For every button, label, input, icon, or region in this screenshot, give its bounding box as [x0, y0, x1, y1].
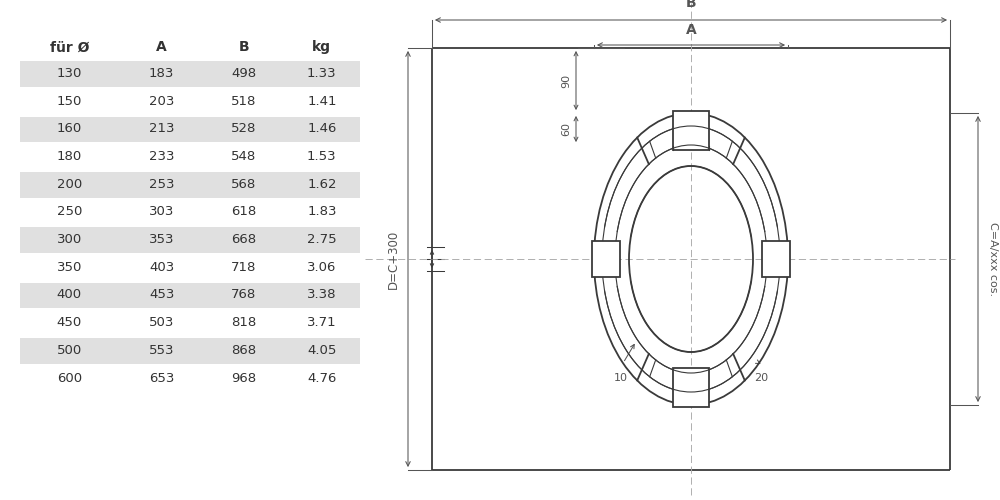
Text: 213: 213: [149, 122, 174, 136]
Bar: [673, 111, 709, 150]
Text: 403: 403: [149, 261, 174, 274]
Text: A: A: [156, 40, 167, 54]
Text: 183: 183: [149, 67, 174, 80]
Text: 450: 450: [57, 316, 82, 329]
Text: 718: 718: [231, 261, 256, 274]
Text: 1.41: 1.41: [307, 94, 337, 108]
Bar: [20, 62, 364, 87]
Text: 503: 503: [149, 316, 174, 329]
Bar: [20, 283, 364, 308]
Bar: [673, 368, 709, 407]
Bar: [20, 172, 364, 198]
Text: 1.46: 1.46: [307, 122, 337, 136]
Text: 968: 968: [231, 372, 256, 384]
Text: 768: 768: [231, 288, 256, 302]
Text: 668: 668: [231, 233, 256, 246]
Text: B: B: [686, 0, 696, 10]
Text: C=A/xxx cos.: C=A/xxx cos.: [988, 222, 998, 296]
Text: A: A: [686, 23, 696, 37]
Text: 200: 200: [57, 178, 82, 190]
Text: 90: 90: [561, 74, 571, 88]
Text: 518: 518: [231, 94, 256, 108]
Text: für Ø: für Ø: [50, 40, 89, 54]
Text: 20: 20: [754, 373, 768, 383]
Text: 500: 500: [57, 344, 82, 357]
Text: 4.05: 4.05: [307, 344, 337, 357]
Text: 548: 548: [231, 150, 256, 163]
Bar: [592, 241, 620, 277]
Text: 150: 150: [57, 94, 82, 108]
Text: 10: 10: [614, 373, 628, 383]
Text: 303: 303: [149, 206, 174, 218]
Text: kg: kg: [312, 40, 331, 54]
Text: 130: 130: [57, 67, 82, 80]
Bar: [762, 241, 790, 277]
Text: 3.71: 3.71: [307, 316, 337, 329]
Text: 203: 203: [149, 94, 174, 108]
Text: 618: 618: [231, 206, 256, 218]
Text: 498: 498: [231, 67, 256, 80]
Bar: [20, 228, 364, 253]
Text: 528: 528: [231, 122, 256, 136]
Text: 250: 250: [57, 206, 82, 218]
Text: 160: 160: [57, 122, 82, 136]
Text: 1.33: 1.33: [307, 67, 337, 80]
Text: 818: 818: [231, 316, 256, 329]
Text: 568: 568: [231, 178, 256, 190]
Text: 653: 653: [149, 372, 174, 384]
Text: 2.75: 2.75: [307, 233, 337, 246]
Text: D=C+300: D=C+300: [387, 230, 400, 288]
Text: 60: 60: [561, 122, 571, 136]
Text: 233: 233: [149, 150, 174, 163]
Bar: [20, 338, 364, 363]
Text: B: B: [238, 40, 249, 54]
Text: 253: 253: [149, 178, 174, 190]
Text: 1.62: 1.62: [307, 178, 337, 190]
Text: 453: 453: [149, 288, 174, 302]
Text: 3.06: 3.06: [307, 261, 337, 274]
Text: 353: 353: [149, 233, 174, 246]
Text: 553: 553: [149, 344, 174, 357]
Text: 1.83: 1.83: [307, 206, 337, 218]
Text: 300: 300: [57, 233, 82, 246]
Text: 4.76: 4.76: [307, 372, 337, 384]
Text: 1.53: 1.53: [307, 150, 337, 163]
Text: 350: 350: [57, 261, 82, 274]
Text: 400: 400: [57, 288, 82, 302]
Text: 3.38: 3.38: [307, 288, 337, 302]
Text: 600: 600: [57, 372, 82, 384]
Text: 868: 868: [231, 344, 256, 357]
Bar: [20, 116, 364, 142]
Text: 180: 180: [57, 150, 82, 163]
